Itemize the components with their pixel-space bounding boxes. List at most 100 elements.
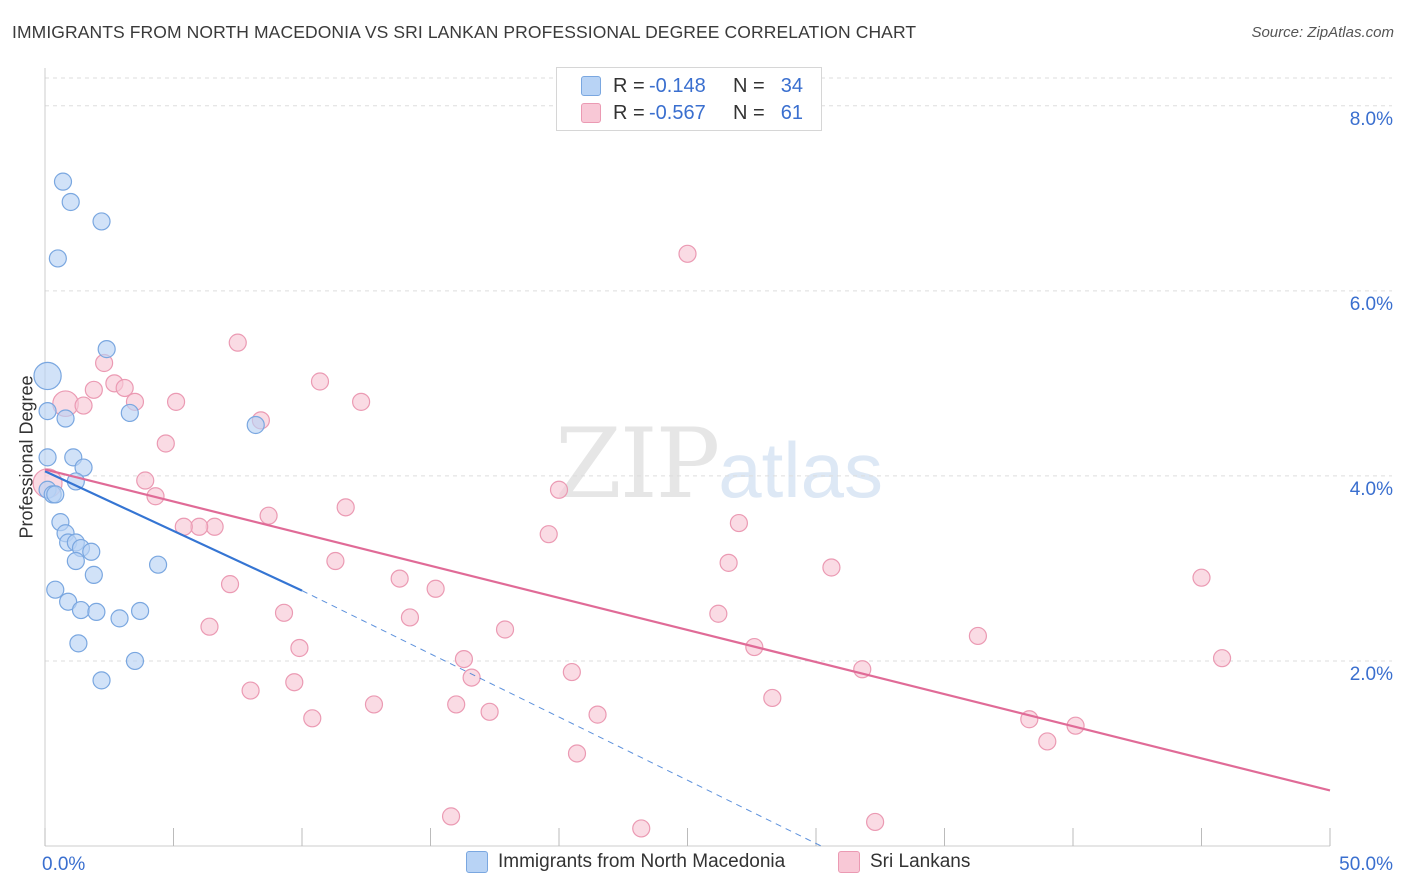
blue-swatch bbox=[581, 76, 601, 96]
sri-lankans-trend-line bbox=[44, 468, 1331, 792]
north-macedonia-point bbox=[69, 634, 88, 653]
chart-title: IMMIGRANTS FROM NORTH MACEDONIA VS SRI L… bbox=[12, 22, 917, 42]
north-macedonia-point bbox=[84, 565, 103, 584]
north-macedonia-point bbox=[74, 458, 93, 477]
stats-legend: R = -0.148 N = 34 R = -0.567 N = 61 bbox=[556, 67, 822, 131]
sri-lankans-point bbox=[303, 709, 322, 728]
sri-lankans-point bbox=[763, 688, 782, 708]
north-macedonia-point bbox=[71, 600, 91, 620]
pink-legend-swatch bbox=[838, 851, 860, 873]
sri-lankans-point bbox=[709, 604, 728, 623]
sri-lankans-point bbox=[352, 392, 371, 411]
sri-lankans-point bbox=[156, 434, 175, 453]
sri-lankans-point bbox=[866, 812, 885, 832]
north-macedonia-point bbox=[38, 402, 57, 421]
north-macedonia-trend-extension bbox=[301, 590, 822, 847]
sri-lankans-point bbox=[588, 705, 607, 724]
pink-swatch bbox=[581, 103, 601, 123]
sri-lankans-point bbox=[1038, 732, 1057, 751]
sri-lankans-point bbox=[480, 702, 499, 721]
sri-lankans-point bbox=[454, 649, 474, 669]
sri-lankans-point bbox=[495, 620, 515, 639]
sri-lankans-point bbox=[190, 517, 209, 536]
sri-lankans-point bbox=[441, 807, 461, 826]
sri-lankans-point bbox=[136, 471, 155, 490]
north-macedonia-point bbox=[46, 580, 65, 599]
sri-lankans-point bbox=[390, 569, 409, 588]
n-label: N = bbox=[733, 74, 765, 97]
n-label: N = bbox=[733, 101, 765, 124]
sri-lankans-point bbox=[285, 673, 304, 692]
sri-lankans-point bbox=[567, 744, 587, 763]
blue-legend-swatch bbox=[466, 851, 488, 873]
y-tick-label: 2.0% bbox=[1350, 664, 1393, 685]
north-macedonia-point bbox=[87, 602, 106, 621]
legend-label-sri-lankans: Sri Lankans bbox=[870, 851, 971, 872]
y-axis-label: Professional Degree bbox=[16, 375, 37, 539]
sri-lankans-point bbox=[632, 819, 651, 838]
north-macedonia-point bbox=[33, 361, 62, 391]
north-macedonia-point bbox=[246, 415, 265, 435]
north-macedonia-point bbox=[97, 340, 116, 359]
sri-lankans-point bbox=[729, 513, 749, 533]
sri-lankans-point bbox=[115, 378, 134, 398]
north-macedonia-point bbox=[48, 249, 67, 268]
sri-lankans-point bbox=[462, 668, 481, 687]
north-macedonia-point bbox=[148, 555, 168, 574]
x-tick-label: 50.0% bbox=[1339, 854, 1393, 875]
north-macedonia-point bbox=[125, 651, 145, 671]
north-macedonia-point bbox=[56, 409, 75, 428]
north-macedonia-trend-line bbox=[44, 470, 303, 592]
source-label: Source: ZipAtlas.com bbox=[1251, 24, 1394, 41]
y-tick-label: 6.0% bbox=[1350, 294, 1393, 315]
sri-lankans-point bbox=[400, 608, 420, 627]
watermark-atlas: atlas bbox=[718, 426, 883, 514]
sri-lankans-point bbox=[539, 525, 558, 544]
sri-lankans-point bbox=[326, 551, 345, 571]
sri-lankans-point bbox=[200, 617, 219, 636]
stats-legend-row-pink: R = -0.567 N = 61 bbox=[581, 101, 803, 125]
north-macedonia-point bbox=[120, 403, 139, 423]
sri-lankans-point bbox=[364, 695, 384, 714]
north-macedonia-point bbox=[61, 192, 80, 212]
x-tick-label: 0.0% bbox=[42, 854, 85, 875]
sri-lankans-point bbox=[241, 681, 260, 700]
sri-lankans-point bbox=[259, 506, 278, 525]
sri-lankans-point bbox=[290, 638, 309, 658]
sri-lankans-point bbox=[426, 579, 445, 598]
sri-lankans-point bbox=[968, 626, 988, 646]
r-value: -0.567 bbox=[649, 101, 706, 124]
north-macedonia-point bbox=[92, 671, 111, 690]
legend-label-north-macedonia: Immigrants from North Macedonia bbox=[498, 851, 786, 872]
sri-lankans-point bbox=[228, 333, 247, 352]
n-value: 34 bbox=[780, 74, 803, 97]
sri-lankans-point bbox=[220, 575, 240, 594]
stats-legend-row-blue: R = -0.148 N = 34 bbox=[581, 74, 803, 98]
north-macedonia-point bbox=[59, 592, 78, 611]
sri-lankans-point bbox=[447, 695, 466, 714]
sri-lankans-point bbox=[1192, 568, 1211, 587]
north-macedonia-point bbox=[110, 609, 129, 628]
legend-item-north-macedonia: Immigrants from North Macedonia bbox=[466, 851, 785, 873]
sri-lankans-point bbox=[166, 392, 186, 411]
watermark-zip: ZIP bbox=[555, 408, 720, 520]
north-macedonia-point bbox=[66, 551, 85, 571]
sri-lankans-point bbox=[205, 517, 224, 536]
sri-lankans-point bbox=[274, 603, 294, 622]
sri-lankans-point bbox=[822, 558, 841, 577]
r-value: -0.148 bbox=[649, 74, 706, 97]
north-macedonia-point bbox=[130, 601, 150, 621]
sri-lankans-point bbox=[1212, 649, 1232, 668]
north-macedonia-point bbox=[53, 172, 73, 191]
legend-item-sri-lankans: Sri Lankans bbox=[838, 851, 970, 873]
sri-lankans-point bbox=[719, 553, 738, 572]
sri-lankans-point bbox=[336, 498, 355, 517]
sri-lankans-point bbox=[74, 396, 93, 415]
north-macedonia-point bbox=[46, 485, 65, 504]
watermark: ZIPatlas bbox=[555, 408, 883, 520]
north-macedonia-point bbox=[38, 448, 57, 467]
sri-lankans-point bbox=[549, 480, 569, 499]
r-label: R = bbox=[613, 74, 645, 97]
n-value: 61 bbox=[780, 101, 803, 124]
